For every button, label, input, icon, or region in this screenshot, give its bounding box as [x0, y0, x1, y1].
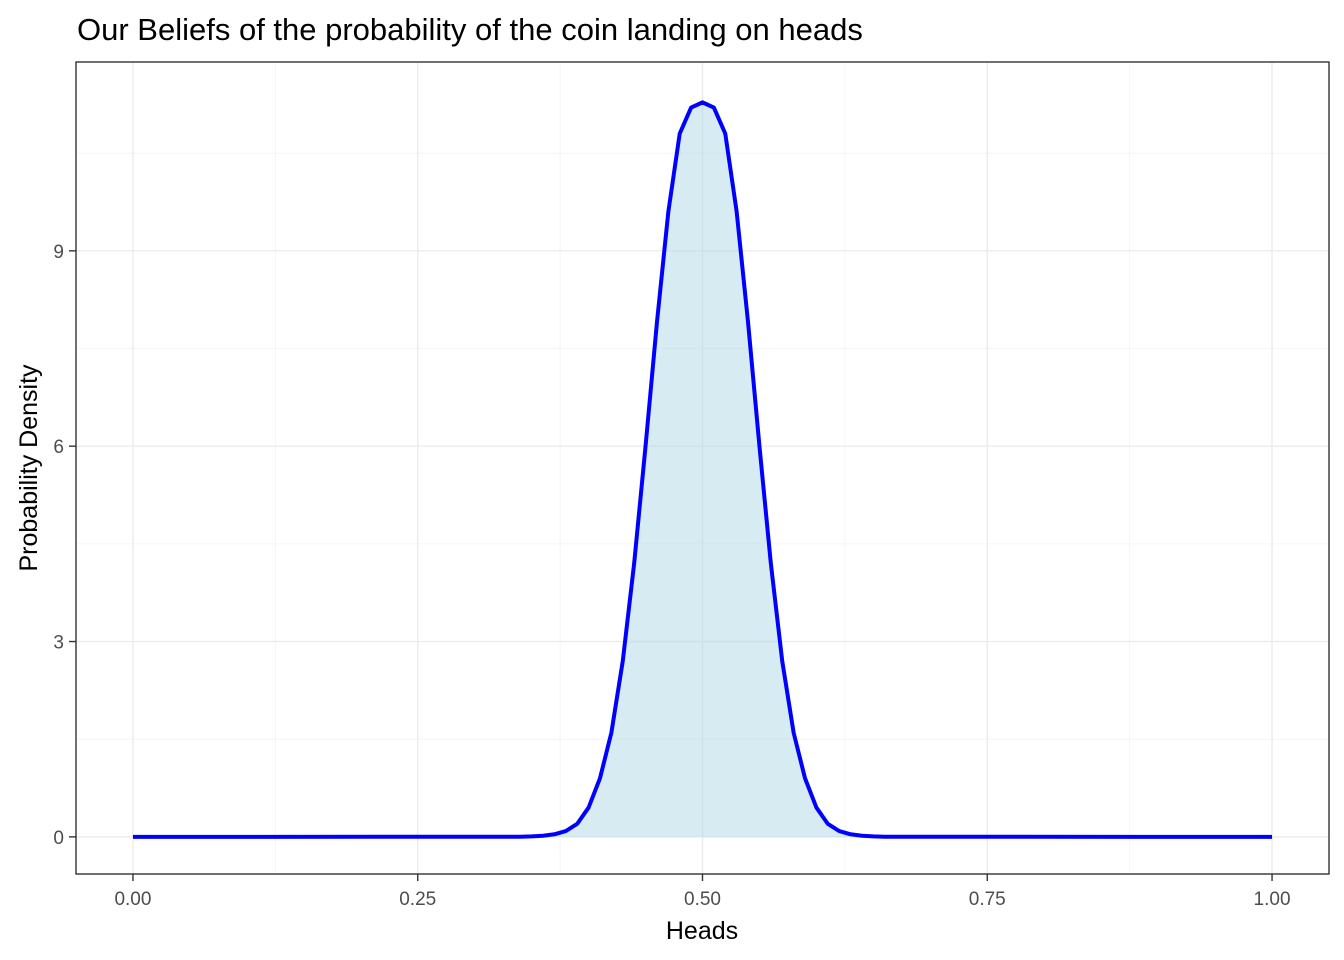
y-tick-label: 6 — [53, 437, 64, 458]
x-axis: 0.00 0.25 0.50 0.75 1.00 — [114, 874, 1291, 910]
density-line — [132, 100, 1273, 839]
y-tick-label: 0 — [53, 828, 64, 849]
x-axis-title: Heads — [666, 917, 738, 945]
y-axis: 0 3 6 9 — [53, 242, 76, 849]
x-tick-label: 0.50 — [684, 889, 721, 910]
x-tick-label: 1.00 — [1254, 889, 1291, 910]
y-axis-title: Probability Density — [15, 364, 43, 572]
y-tick-label: 9 — [53, 242, 64, 263]
x-tick-label: 0.25 — [399, 889, 436, 910]
chart-title: Our Beliefs of the probability of the co… — [77, 12, 863, 47]
x-tick-label: 0.00 — [114, 889, 151, 910]
y-tick-label: 3 — [53, 633, 64, 654]
x-tick-label: 0.75 — [969, 889, 1006, 910]
density-area-fill — [132, 102, 1273, 837]
